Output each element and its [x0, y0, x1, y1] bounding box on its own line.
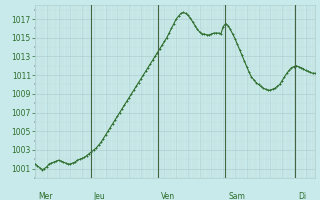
Text: Jeu: Jeu: [94, 192, 106, 200]
Text: Ven: Ven: [161, 192, 175, 200]
Text: Di: Di: [298, 192, 306, 200]
Text: Mer: Mer: [38, 192, 52, 200]
Text: Sam: Sam: [228, 192, 245, 200]
